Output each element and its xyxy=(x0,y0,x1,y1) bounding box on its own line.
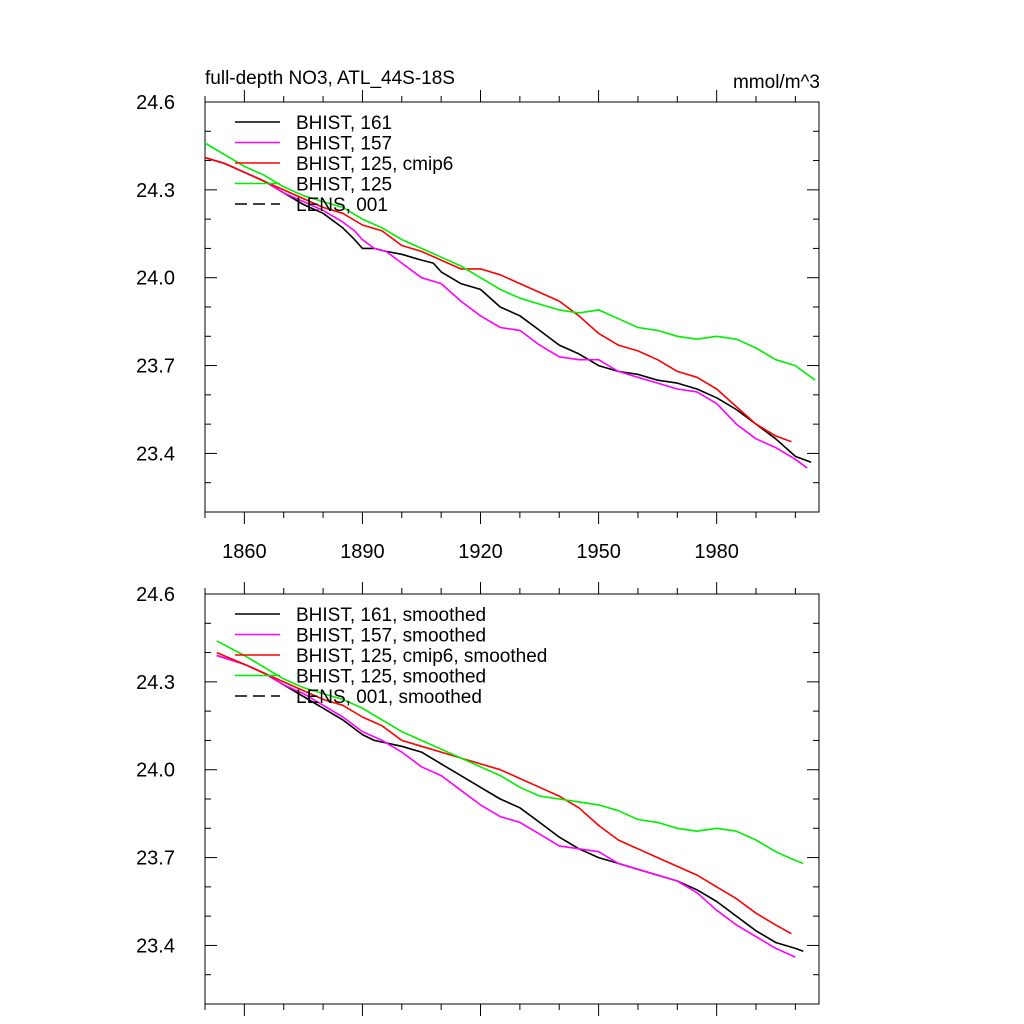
series-line xyxy=(216,640,804,865)
legend-label: BHIST, 125 xyxy=(296,175,392,196)
y-tick-label: 24.3 xyxy=(136,672,175,694)
chart-title: full-depth NO3, ATL_44S-18S xyxy=(205,68,455,89)
y-tick-label: 23.7 xyxy=(136,356,175,378)
legend-label: BHIST, 161, smoothed xyxy=(296,605,486,626)
series-line xyxy=(216,651,792,935)
x-tick-label: 1980 xyxy=(694,541,739,563)
axis-ticks: 1860 1890 1920 1950 1980 23.4 23.7 24.0 24.3 24.6 xyxy=(136,90,819,563)
series-line xyxy=(216,654,804,953)
series-group xyxy=(204,142,816,469)
bottom-panel: 23.4 23.7 24.0 24.3 24.6 BHIST, 161, smoothe… xyxy=(136,582,820,1016)
legend-label: BHIST, 157, smoothed xyxy=(296,626,486,647)
y-tick-label: 23.7 xyxy=(136,848,175,870)
legend-label: BHIST, 161 xyxy=(296,113,392,134)
x-tick-label: 1950 xyxy=(576,541,621,563)
y-tick-label: 24.0 xyxy=(136,268,175,290)
y-tick-label: 24.6 xyxy=(136,92,175,114)
top-panel: full-depth NO3, ATL_44S-18S mmol/m^3 186… xyxy=(136,68,820,563)
y-tick-label: 24.0 xyxy=(136,760,175,782)
series-line xyxy=(204,142,816,381)
legend-label: LENS, 001, smoothed xyxy=(296,687,482,708)
y-tick-label: 24.6 xyxy=(136,584,175,606)
legend-label: LENS, 001 xyxy=(296,195,388,216)
series-line xyxy=(204,156,812,463)
legend-label: BHIST, 157 xyxy=(296,134,392,155)
x-tick-label: 1860 xyxy=(222,541,267,563)
axis-ticks: 23.4 23.7 24.0 24.3 24.6 xyxy=(136,582,819,1016)
units-label: mmol/m^3 xyxy=(733,72,820,93)
series-line xyxy=(216,654,796,958)
x-tick-label: 1890 xyxy=(340,541,385,563)
legend-label: BHIST, 125, cmip6 xyxy=(296,154,453,175)
series-group xyxy=(216,640,804,958)
y-tick-label: 23.4 xyxy=(136,935,175,957)
series-line xyxy=(204,156,792,443)
x-tick-label: 1920 xyxy=(458,541,503,563)
y-tick-label: 23.4 xyxy=(136,443,175,465)
y-tick-label: 24.3 xyxy=(136,180,175,202)
legend-label: BHIST, 125, cmip6, smoothed xyxy=(296,646,547,667)
legend-label: BHIST, 125, smoothed xyxy=(296,667,486,688)
series-line xyxy=(204,156,808,469)
